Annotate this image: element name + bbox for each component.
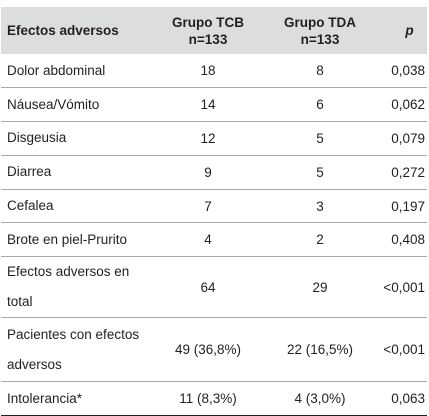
header-p-value: p xyxy=(372,7,427,54)
table-header: Efectos adversos Grupo TCB n=133 Grupo T… xyxy=(1,7,427,54)
row-label-line1: Pacientes con efectos xyxy=(7,326,140,342)
tcb-value: 9 xyxy=(148,155,268,190)
p-value: 0,408 xyxy=(372,222,427,258)
p-value: 0,197 xyxy=(372,189,427,224)
tcb-value: 7 xyxy=(148,189,268,224)
tcb-value: 49 (36,8%) xyxy=(148,317,268,383)
tcb-value: 11 (8,3%) xyxy=(148,381,268,416)
table-row: Brote en piel-Prurito 4 2 0,408 xyxy=(1,222,427,258)
p-value: 0,062 xyxy=(372,87,427,123)
tcb-value: 4 xyxy=(148,222,268,258)
tcb-value: 64 xyxy=(148,256,268,319)
row-label: Dolor abdominal xyxy=(1,54,148,89)
tda-value: 8 xyxy=(268,54,372,89)
row-label: Disgeusia xyxy=(1,121,148,156)
row-label: Brote en piel-Prurito xyxy=(1,222,148,258)
row-label-line2: adversos xyxy=(7,356,62,372)
row-label: Náusea/Vómito xyxy=(1,87,148,123)
header-effects-label: Efectos adversos xyxy=(7,23,119,38)
table-row: Diarrea 9 5 0,272 xyxy=(1,155,427,190)
row-label: Cefalea xyxy=(1,189,148,224)
tda-value: 22 (16,5%) xyxy=(268,317,372,383)
adverse-effects-table: Efectos adversos Grupo TCB n=133 Grupo T… xyxy=(1,7,427,416)
header-tda-name: Grupo TDA xyxy=(284,14,356,30)
table-body: Dolor abdominal 18 8 0,038 Náusea/Vómito… xyxy=(1,54,427,416)
p-value: 0,079 xyxy=(372,121,427,156)
p-value: <0,001 xyxy=(372,256,427,319)
tda-value: 6 xyxy=(268,87,372,123)
table-row: Dolor abdominal 18 8 0,038 xyxy=(1,54,427,89)
table-row: Efectos adversos en total 64 29 <0,001 xyxy=(1,256,427,319)
header-p-label: p xyxy=(405,23,414,38)
tda-value: 3 xyxy=(268,189,372,224)
header-group-tda: Grupo TDA n=133 xyxy=(268,7,372,54)
p-value: <0,001 xyxy=(372,317,427,383)
row-label: Intolerancia* xyxy=(1,381,148,416)
p-value: 0,063 xyxy=(372,381,427,416)
header-tcb-n: n=133 xyxy=(188,31,228,47)
p-value: 0,272 xyxy=(372,155,427,190)
table-row: Náusea/Vómito 14 6 0,062 xyxy=(1,87,427,123)
tda-value: 5 xyxy=(268,121,372,156)
tda-value: 29 xyxy=(268,256,372,319)
header-row: Efectos adversos Grupo TCB n=133 Grupo T… xyxy=(1,7,427,54)
table-row: Intolerancia* 11 (8,3%) 4 (3,0%) 0,063 xyxy=(1,381,427,416)
tda-value: 4 (3,0%) xyxy=(268,381,372,416)
row-label: Diarrea xyxy=(1,155,148,190)
row-label: Efectos adversos en total xyxy=(1,256,148,319)
tcb-value: 12 xyxy=(148,121,268,156)
tda-value: 2 xyxy=(268,222,372,258)
table-row: Pacientes con efectos adversos 49 (36,8%… xyxy=(1,317,427,383)
p-value: 0,038 xyxy=(372,54,427,89)
tcb-value: 14 xyxy=(148,87,268,123)
tcb-value: 18 xyxy=(148,54,268,89)
tda-value: 5 xyxy=(268,155,372,190)
header-effects: Efectos adversos xyxy=(1,7,148,54)
table-row: Cefalea 7 3 0,197 xyxy=(1,189,427,224)
table-row: Disgeusia 12 5 0,079 xyxy=(1,121,427,156)
header-tcb-name: Grupo TCB xyxy=(172,14,244,30)
row-label: Pacientes con efectos adversos xyxy=(1,317,148,383)
header-group-tcb: Grupo TCB n=133 xyxy=(148,7,268,54)
header-tda-n: n=133 xyxy=(300,31,340,47)
page: Efectos adversos Grupo TCB n=133 Grupo T… xyxy=(1,7,427,416)
